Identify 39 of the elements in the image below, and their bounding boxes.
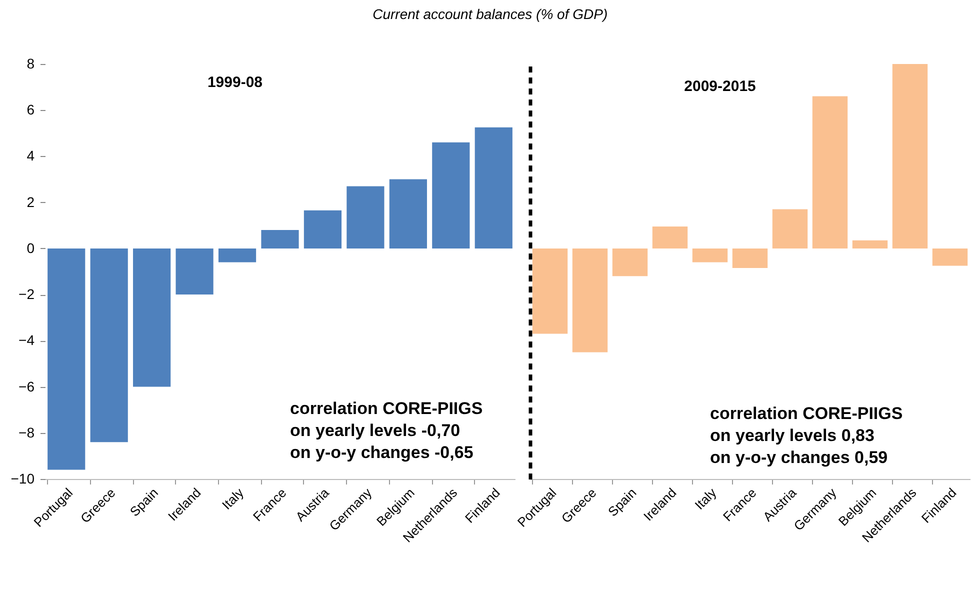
bar <box>304 210 342 248</box>
annotation: 1999-08 <box>207 74 263 91</box>
bar <box>892 64 928 248</box>
y-tick-label: 8 <box>26 56 35 72</box>
bar <box>812 96 848 248</box>
bar <box>474 127 512 248</box>
bar <box>176 248 214 295</box>
bar <box>90 248 128 442</box>
bar <box>261 230 299 248</box>
bar <box>612 248 648 276</box>
y-tick-label: −8 <box>18 424 35 440</box>
y-tick-label: −6 <box>18 378 35 394</box>
bar <box>732 248 768 268</box>
bar <box>572 248 608 352</box>
x-tick-label: Italy <box>219 484 247 513</box>
y-tick-label: −4 <box>18 332 35 348</box>
annotation: 2009-2015 <box>684 78 756 95</box>
bar <box>389 179 427 248</box>
bar <box>346 186 384 248</box>
y-tick-label: 4 <box>26 148 35 164</box>
y-tick-label: −10 <box>10 470 35 486</box>
bar <box>652 226 688 248</box>
y-tick-label: 6 <box>26 102 35 118</box>
annotation: correlation CORE-PIIGS on yearly levels 0,83 on y-o-y changes 0,59 <box>710 404 903 467</box>
bar <box>432 142 470 248</box>
chart-title: Current account balances (% of GDP) <box>372 6 608 22</box>
bar <box>218 248 256 262</box>
bar <box>772 209 808 248</box>
bar <box>692 248 728 262</box>
y-tick-label: 2 <box>26 194 35 210</box>
y-tick-label: −2 <box>18 286 35 302</box>
bar <box>852 240 888 248</box>
y-tick-label: 0 <box>26 240 35 256</box>
bar <box>133 248 171 387</box>
bar <box>532 248 568 334</box>
bar <box>932 248 968 266</box>
annotation: correlation CORE-PIIGS on yearly levels -0,70 on y-o-y changes -0,65 <box>290 399 483 462</box>
bar <box>48 248 86 470</box>
x-tick-label: Italy <box>692 484 720 513</box>
